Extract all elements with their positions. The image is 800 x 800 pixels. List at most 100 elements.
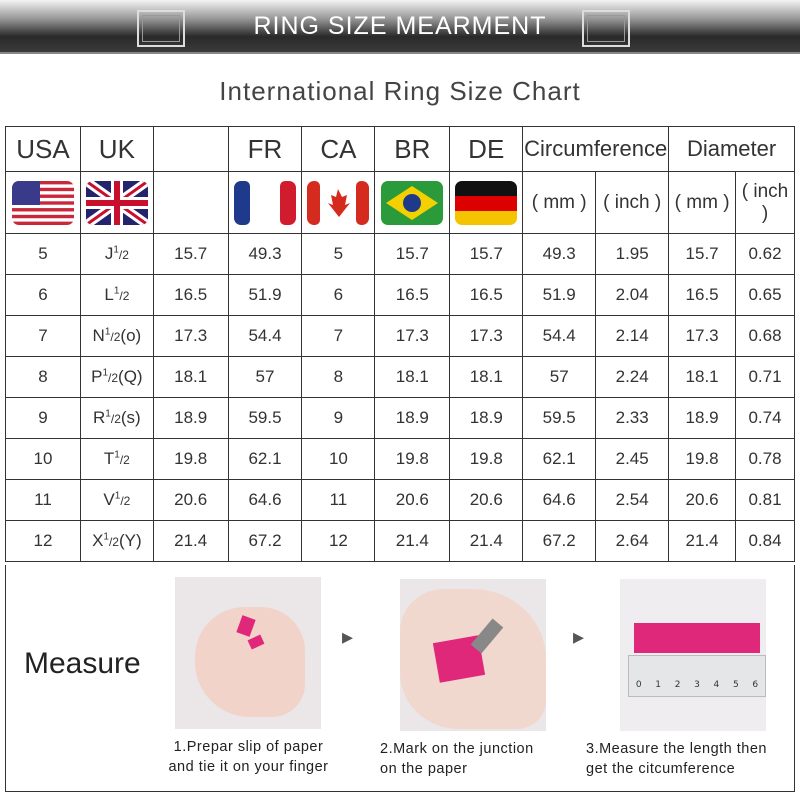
ruler-tick: 4 [713, 680, 720, 690]
table-cell: 11 [301, 479, 376, 521]
table-cell: V1/2 [79, 479, 154, 521]
table-cell: 1.95 [595, 233, 670, 275]
table-cell: 0.84 [735, 520, 795, 562]
table-cell: 5 [301, 233, 376, 275]
table-cell: 10 [5, 438, 81, 480]
table-cell: 18.9 [152, 397, 229, 439]
table-cell: 67.2 [227, 520, 303, 562]
table-cell: 8 [5, 356, 81, 398]
ruler-tick: 3 [694, 680, 700, 690]
table-cell: 20.6 [668, 479, 737, 521]
table-cell: 21.4 [668, 520, 737, 562]
table-cell: 16.5 [449, 274, 524, 316]
table-cell: 19.8 [374, 438, 451, 480]
table-row: 5 J1/2 15.7 49.3 5 15.7 15.7 49.3 1.95 15.7 0.62 [5, 233, 795, 275]
chart-title: International Ring Size Chart [219, 76, 581, 106]
column-header: UK [79, 126, 154, 172]
table-cell: 21.4 [449, 520, 524, 562]
ruler-tick: 0 [635, 680, 642, 690]
table-cell: 16.5 [374, 274, 451, 316]
table-cell: 20.6 [374, 479, 451, 521]
table-cell: 2.24 [595, 356, 670, 398]
table-cell: 18.1 [374, 356, 451, 398]
table-cell: 18.9 [668, 397, 737, 439]
step3-caption: 3.Measure the length then get the citcumf… [586, 741, 767, 777]
table-cell: 57 [522, 356, 597, 398]
step1-photo [175, 577, 321, 729]
uk-flag-icon [85, 180, 148, 225]
unit-header: ( mm ) [522, 171, 597, 234]
table-cell: 18.1 [152, 356, 229, 398]
brazil-flag-icon [381, 180, 444, 225]
table-row: 7 N1/2(o) 17.3 54.4 7 17.3 17.3 54.4 2.14 17.3 0.6… [5, 315, 795, 357]
table-cell: 0.81 [735, 479, 795, 521]
table-cell: 15.7 [374, 233, 451, 275]
step3-photo: 0 1 2 3 4 5 6 [620, 579, 766, 731]
table-cell: 59.5 [227, 397, 303, 439]
table-cell: 51.9 [227, 274, 303, 316]
table-cell: 51.9 [522, 274, 597, 316]
table-cell: 6 [301, 274, 376, 316]
ruler: 0 1 2 3 4 5 6 [628, 655, 766, 697]
frame-icon [137, 10, 185, 47]
table-cell: 18.9 [374, 397, 451, 439]
column-header [152, 126, 229, 172]
table-cell: 64.6 [522, 479, 597, 521]
table-cell: 18.1 [668, 356, 737, 398]
table-cell: 0.68 [735, 315, 795, 357]
table-cell: 7 [5, 315, 81, 357]
uk-flag-cell [79, 171, 154, 234]
table-cell: 17.3 [152, 315, 229, 357]
table-cell: 15.7 [449, 233, 524, 275]
table-cell: 18.9 [449, 397, 524, 439]
table-cell: 62.1 [522, 438, 597, 480]
column-header: Diameter [668, 126, 795, 172]
table-cell: 16.5 [668, 274, 737, 316]
table-cell: J1/2 [79, 233, 154, 275]
table-row: 12 X1/2(Y) 21.4 67.2 12 21.4 21.4 67.2 2.64 21.4 0… [5, 520, 795, 562]
table-cell: 12 [301, 520, 376, 562]
table-cell: 17.3 [449, 315, 524, 357]
table-cell: 6 [5, 274, 81, 316]
usa-flag-cell [5, 171, 81, 234]
table-cell: L1/2 [79, 274, 154, 316]
column-header: CA [301, 126, 376, 172]
column-header: USA [5, 126, 81, 172]
ruler-tick: 1 [655, 680, 661, 690]
step2-caption: 2.Mark on the junction on the paper [380, 741, 534, 777]
arrow-icon: ▸ [342, 625, 354, 650]
table-cell: 0.62 [735, 233, 795, 275]
table-cell: 49.3 [522, 233, 597, 275]
table-row: 9 R1/2(s) 18.9 59.5 9 18.9 18.9 59.5 2.33 18.9 0.7… [5, 397, 795, 439]
table-cell: 0.74 [735, 397, 795, 439]
table-cell: 16.5 [152, 274, 229, 316]
banner: RING SIZE MEARMENT [0, 0, 800, 54]
table-cell: 19.8 [152, 438, 229, 480]
table-cell: 20.6 [152, 479, 229, 521]
table-cell: 2.33 [595, 397, 670, 439]
measure-section: Measure ▸ ▸ 0 1 2 3 4 5 6 1.Prepar slip of pap… [5, 565, 795, 792]
table-cell: 0.78 [735, 438, 795, 480]
table-cell: 19.8 [668, 438, 737, 480]
column-header: FR [227, 126, 303, 172]
empty-cell [152, 171, 229, 234]
arrow-icon: ▸ [573, 625, 585, 650]
table-cell: 0.65 [735, 274, 795, 316]
ruler-tick: 2 [674, 680, 681, 690]
table-cell: 62.1 [227, 438, 303, 480]
table-cell: 2.45 [595, 438, 670, 480]
table-cell: 9 [301, 397, 376, 439]
ruler-tick: 5 [732, 680, 739, 690]
table-cell: 15.7 [668, 233, 737, 275]
unit-header: ( inch ) [735, 171, 795, 234]
usa-flag-icon [11, 180, 74, 225]
table-cell: 5 [5, 233, 81, 275]
table-cell: 2.54 [595, 479, 670, 521]
canada-flag-icon [307, 180, 370, 225]
banner-title: RING SIZE MEARMENT [253, 12, 547, 40]
table-cell: 0.71 [735, 356, 795, 398]
table-cell: 57 [227, 356, 303, 398]
table-cell: 15.7 [152, 233, 229, 275]
table-cell: R1/2(s) [79, 397, 154, 439]
table-cell: 18.1 [449, 356, 524, 398]
